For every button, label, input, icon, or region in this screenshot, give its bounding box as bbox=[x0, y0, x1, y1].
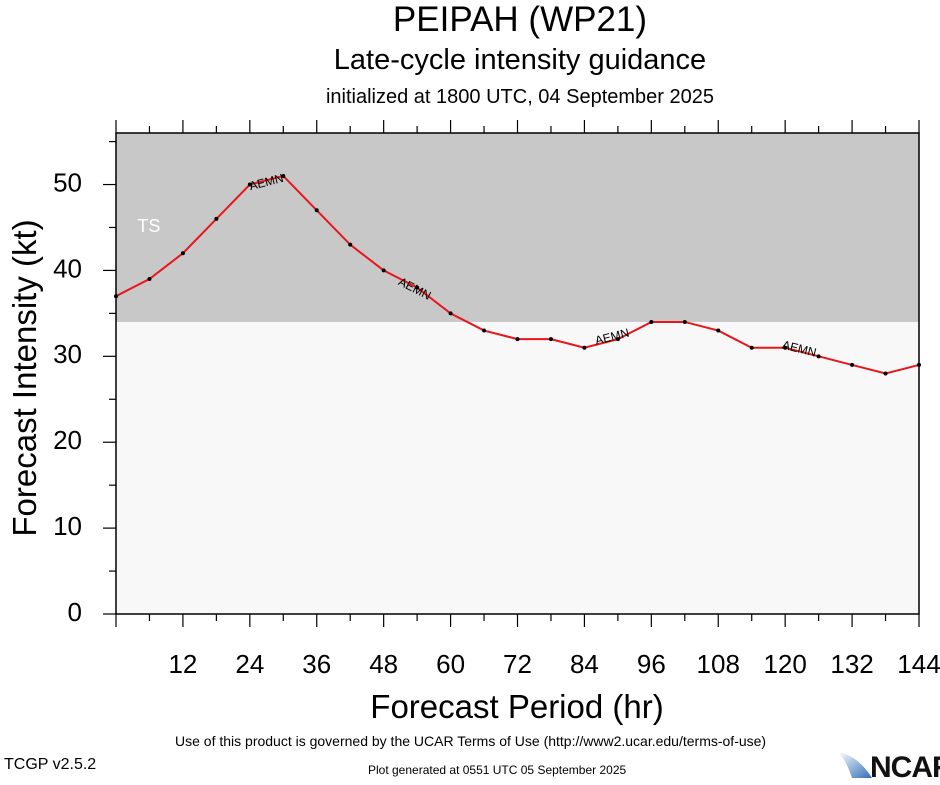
plot-frame bbox=[115, 132, 920, 615]
data-point bbox=[749, 345, 754, 350]
data-point bbox=[548, 337, 553, 342]
data-point bbox=[883, 371, 888, 376]
x-tick-label: 60 bbox=[436, 649, 465, 679]
x-tick-label: 12 bbox=[168, 649, 197, 679]
x-tick-label: 120 bbox=[763, 649, 806, 679]
data-point bbox=[147, 277, 152, 282]
ncar-logo-text: NCAR bbox=[870, 751, 940, 784]
data-point bbox=[582, 345, 587, 350]
data-point bbox=[515, 337, 520, 342]
data-point bbox=[816, 354, 821, 359]
data-point bbox=[415, 285, 420, 290]
band-label-ts: TS bbox=[137, 216, 160, 236]
data-point bbox=[247, 182, 252, 187]
data-point bbox=[180, 251, 185, 256]
data-point bbox=[448, 311, 453, 316]
data-point bbox=[682, 319, 687, 324]
x-tick-label: 144 bbox=[897, 649, 940, 679]
data-point bbox=[649, 319, 654, 324]
data-point bbox=[850, 362, 855, 367]
data-point bbox=[716, 328, 721, 333]
band-ts bbox=[116, 133, 919, 322]
x-tick-label: 132 bbox=[830, 649, 873, 679]
data-point bbox=[281, 173, 286, 178]
data-point bbox=[783, 345, 788, 350]
y-axis-label: Forecast Intensity (kt) bbox=[6, 219, 43, 536]
data-point bbox=[214, 216, 219, 221]
y-tick-label: 50 bbox=[53, 167, 82, 197]
data-point bbox=[482, 328, 487, 333]
x-tick-label: 84 bbox=[570, 649, 599, 679]
data-point bbox=[615, 337, 620, 342]
y-tick-label: 0 bbox=[68, 597, 82, 627]
x-tick-label: 72 bbox=[503, 649, 532, 679]
x-tick-label: 48 bbox=[369, 649, 398, 679]
x-tick-label: 108 bbox=[697, 649, 740, 679]
x-tick-label: 24 bbox=[235, 649, 264, 679]
x-tick-label: 96 bbox=[637, 649, 666, 679]
y-tick-label: 10 bbox=[53, 511, 82, 541]
data-point bbox=[381, 268, 386, 273]
data-point bbox=[314, 208, 319, 213]
x-tick-label: 36 bbox=[302, 649, 331, 679]
data-point bbox=[348, 242, 353, 247]
chart-subtitle: Late-cycle intensity guidance bbox=[333, 44, 707, 76]
ncar-logo-icon bbox=[838, 752, 872, 778]
terms-of-use-text: Use of this product is governed by the U… bbox=[175, 733, 767, 749]
axis-ticks bbox=[103, 120, 920, 627]
initialization-time: initialized at 1800 UTC, 04 September 20… bbox=[325, 86, 714, 108]
y-tick-label: 20 bbox=[53, 425, 82, 455]
x-axis-label: Forecast Period (hr) bbox=[370, 688, 663, 725]
y-tick-label: 30 bbox=[53, 339, 82, 369]
version-label: TCGP v2.5.2 bbox=[4, 756, 97, 773]
generated-time: Plot generated at 0551 UTC 05 September … bbox=[368, 763, 627, 777]
chart-bands: TS bbox=[116, 133, 919, 614]
y-tick-label: 40 bbox=[53, 253, 82, 283]
chart-title: PEIPAH (WP21) bbox=[392, 0, 648, 39]
tick-labels: 12 24 36 48 60 72 84 96 108 120 132 144 0 10 20 30 40 50 bbox=[53, 167, 940, 679]
